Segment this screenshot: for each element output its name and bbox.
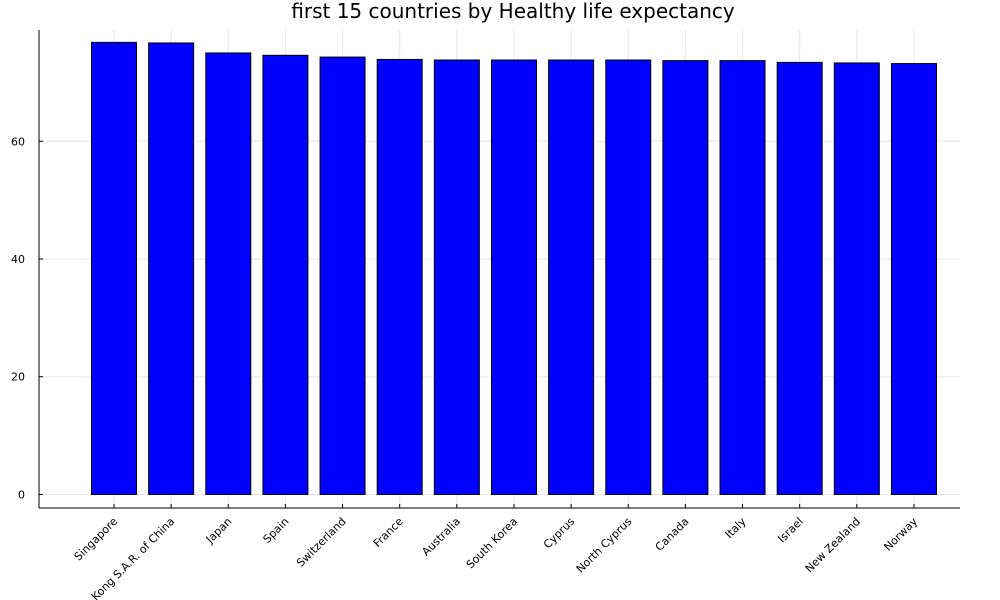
x-tick-label: South Korea [464, 515, 520, 571]
bar [262, 54, 309, 495]
bar [833, 62, 880, 495]
chart-title: first 15 countries by Healthy life expec… [291, 0, 735, 23]
x-tick-label: Norway [881, 515, 920, 554]
y-tick-label: 40 [11, 253, 25, 266]
x-tick-label: Israel [775, 515, 805, 545]
x-tick-label: Australia [419, 515, 463, 559]
x-tick-label: Japan [203, 515, 235, 547]
x-tick-label: New Zealand [803, 515, 863, 575]
x-tick-label: France [371, 515, 406, 550]
bars [91, 41, 937, 495]
y-tick-label: 60 [11, 135, 25, 148]
bar [433, 59, 480, 495]
bar [776, 61, 823, 495]
bar [205, 52, 252, 495]
bar [91, 41, 137, 495]
x-tick-label: Switzerland [294, 515, 349, 570]
bar [548, 59, 595, 495]
bar [490, 59, 537, 495]
x-tick-label: Canada [653, 515, 692, 554]
x-tick-label: North Cyprus [574, 515, 635, 576]
x-tick-label: Cyprus [541, 515, 578, 552]
x-tick-label: Spain [261, 515, 292, 546]
bar [605, 59, 652, 495]
x-tick-label: Singapore [72, 515, 121, 564]
y-tick-label: 0 [18, 488, 25, 501]
y-tick-label: 20 [11, 371, 25, 384]
bar [376, 58, 423, 495]
x-tick-label: Italy [723, 515, 749, 541]
bar [662, 60, 709, 495]
bar [319, 56, 366, 495]
bar [148, 42, 195, 495]
bar [890, 63, 937, 495]
bar [719, 60, 766, 495]
y-tick-labels: 0 20 40 60 [11, 135, 43, 501]
